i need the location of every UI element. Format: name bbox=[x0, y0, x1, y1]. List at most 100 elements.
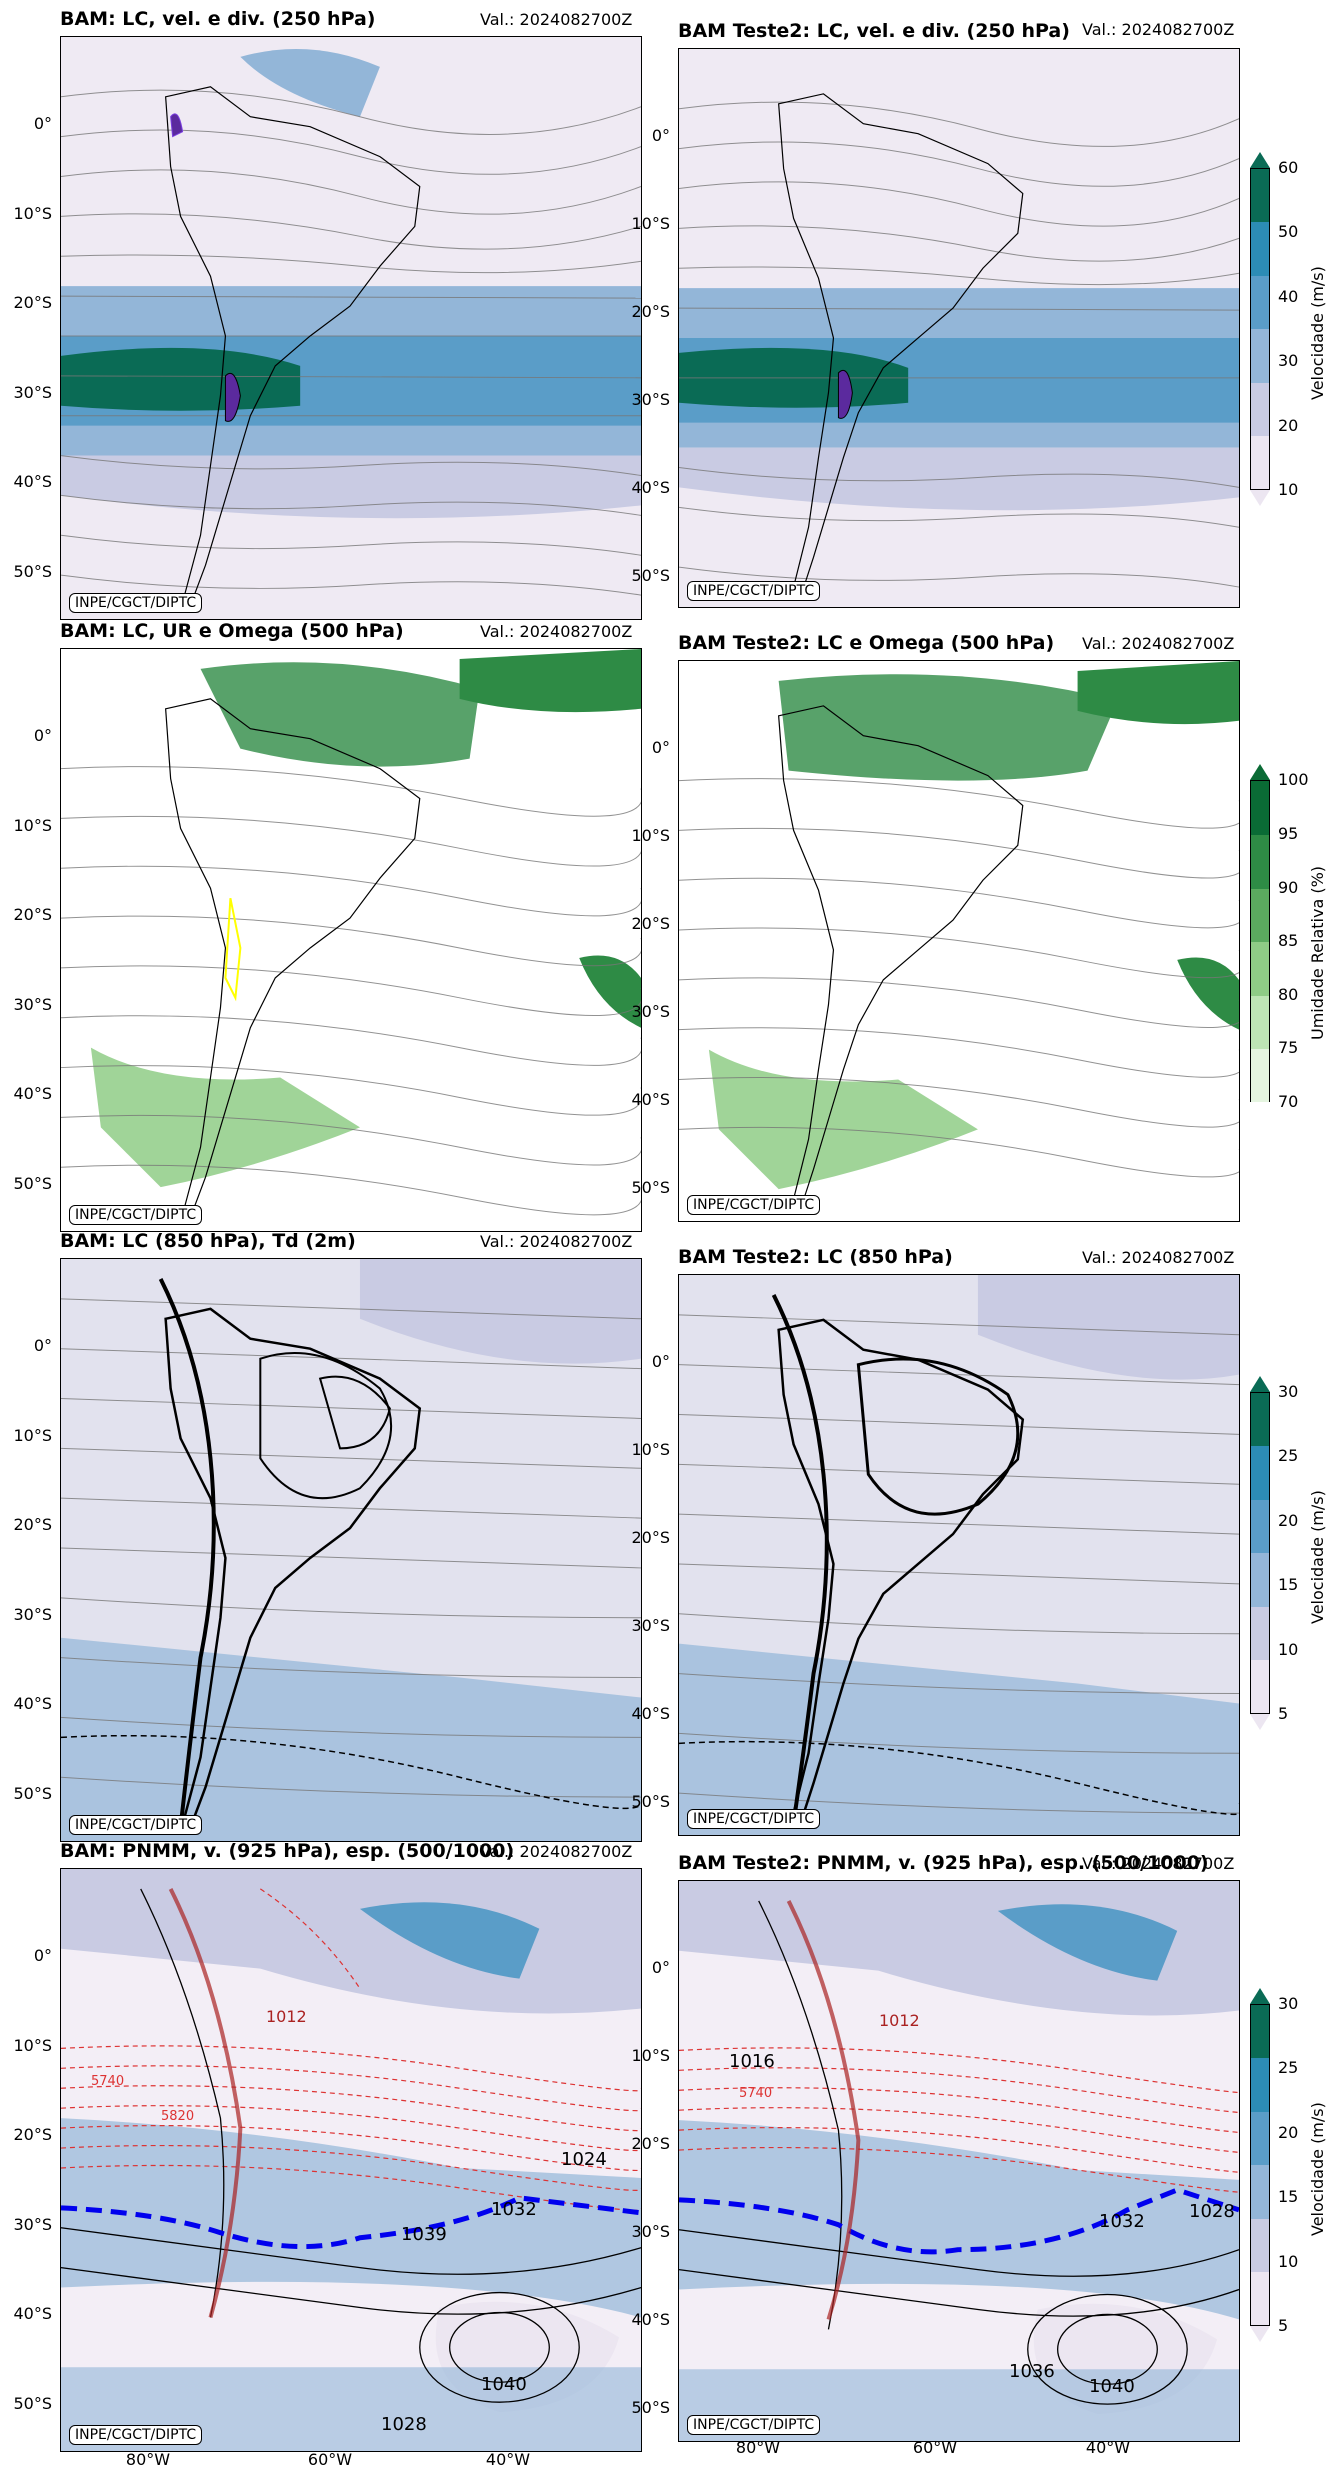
latitude-label: 50°S bbox=[631, 2398, 670, 2417]
credit-label: INPE/CGCT/DIPTC bbox=[687, 1809, 821, 1829]
isobar-label: 1040 bbox=[1089, 2376, 1135, 2397]
colorbar-label: Velocidade (m/s) bbox=[1308, 1490, 1327, 1624]
colorbar-tick: 25 bbox=[1278, 2058, 1299, 2077]
map-graphic bbox=[61, 37, 641, 619]
isobar-label: 5740 bbox=[739, 2086, 773, 2101]
map-graphic bbox=[679, 1881, 1239, 2441]
colorbar-extend-max bbox=[1250, 152, 1270, 168]
latitude-label: 0° bbox=[33, 1946, 52, 1965]
latitude-label: 50°S bbox=[13, 1173, 52, 1193]
latitude-label: 10°S bbox=[13, 815, 52, 835]
latitude-label: 0° bbox=[651, 738, 670, 757]
colorbar-velocity-250 bbox=[1250, 168, 1270, 490]
latitude-label: 30°S bbox=[631, 1002, 670, 1021]
isobar-label: 1040 bbox=[481, 2374, 527, 2395]
colorbar-tick: 90 bbox=[1278, 878, 1299, 897]
longitude-label: 80°W bbox=[125, 2450, 171, 2469]
latitude-label: 10°S bbox=[631, 2046, 670, 2065]
colorbar-tick: 80 bbox=[1278, 985, 1299, 1004]
latitude-label: 0° bbox=[651, 1958, 670, 1977]
colorbar-extend-max bbox=[1250, 1988, 1270, 2004]
colorbar-extend-max bbox=[1250, 764, 1270, 780]
latitude-label: 40°S bbox=[631, 2310, 670, 2329]
isobar-label: 1028 bbox=[1189, 2201, 1235, 2222]
isobar-label: 1032 bbox=[1099, 2211, 1145, 2232]
colorbar-label: Velocidade (m/s) bbox=[1308, 266, 1327, 400]
colorbar-tick: 95 bbox=[1278, 824, 1299, 843]
map-panel-250hpa-teste2: INPE/CGCT/DIPTC bbox=[678, 48, 1240, 608]
credit-label: INPE/CGCT/DIPTC bbox=[687, 581, 821, 601]
latitude-label: 50°S bbox=[13, 561, 52, 581]
colorbar-tick: 20 bbox=[1278, 1511, 1299, 1530]
map-panel-850hpa-bam: INPE/CGCT/DIPTC bbox=[60, 1258, 642, 1842]
latitude-label: 10°S bbox=[631, 1440, 670, 1459]
colorbar-tick: 20 bbox=[1278, 416, 1299, 435]
map-panel-500hpa-teste2: INPE/CGCT/DIPTC bbox=[678, 660, 1240, 1222]
colorbar-extend-max bbox=[1250, 1376, 1270, 1392]
colorbar-tick: 25 bbox=[1278, 1446, 1299, 1465]
isobar-label: 1032 bbox=[491, 2199, 537, 2220]
map-panel-850hpa-teste2: INPE/CGCT/DIPTC bbox=[678, 1274, 1240, 1836]
latitude-label: 10°S bbox=[631, 826, 670, 845]
panel-valid-7: Val.: 2024082700Z bbox=[480, 1842, 633, 1861]
map-panel-pnmm-teste2: 1012 1016 5740 1032 1028 1036 1040 INPE/… bbox=[678, 1880, 1240, 2442]
latitude-label: 0° bbox=[33, 726, 52, 745]
isobar-label: 1028 bbox=[381, 2414, 427, 2435]
longitude-label: 40°W bbox=[1085, 2438, 1131, 2457]
panel-valid-6: Val.: 2024082700Z bbox=[1082, 1248, 1235, 1267]
colorbar-tick: 5 bbox=[1278, 1704, 1289, 1723]
panel-valid-4: Val.: 2024082700Z bbox=[1082, 634, 1235, 653]
latitude-label: 20°S bbox=[13, 1515, 52, 1534]
latitude-label: 40°S bbox=[13, 472, 52, 491]
panel-title-4: BAM Teste2: LC e Omega (500 hPa) bbox=[678, 632, 1055, 654]
latitude-label: 40°S bbox=[13, 2304, 52, 2323]
latitude-label: 10°S bbox=[13, 1425, 52, 1445]
panel-valid-2: Val.: 2024082700Z bbox=[1082, 20, 1235, 39]
latitude-label: 30°S bbox=[631, 390, 670, 409]
longitude-label: 60°W bbox=[307, 2450, 353, 2469]
latitude-label: 40°S bbox=[631, 478, 670, 497]
latitude-label: 30°S bbox=[631, 2222, 670, 2241]
latitude-label: 30°S bbox=[13, 1604, 52, 1624]
latitude-label: 50°S bbox=[631, 1792, 670, 1811]
latitude-label: 40°S bbox=[631, 1090, 670, 1109]
colorbar-velocity-850 bbox=[1250, 1392, 1270, 1714]
panel-valid-5: Val.: 2024082700Z bbox=[480, 1232, 633, 1251]
panel-valid-1: Val.: 2024082700Z bbox=[480, 10, 633, 29]
colorbar-extend-min bbox=[1250, 1102, 1270, 1118]
colorbar-humidity-500 bbox=[1250, 780, 1270, 1103]
credit-label: INPE/CGCT/DIPTC bbox=[69, 593, 203, 613]
latitude-label: 30°S bbox=[13, 994, 52, 1014]
map-graphic bbox=[61, 1259, 641, 1841]
panel-valid-8: Val.: 2024082700Z bbox=[1082, 1854, 1235, 1873]
isobar-label: 5740 bbox=[91, 2074, 125, 2089]
colorbar-tick: 50 bbox=[1278, 222, 1299, 241]
colorbar-tick: 40 bbox=[1278, 287, 1299, 306]
longitude-label: 80°W bbox=[735, 2438, 781, 2457]
latitude-label: 0° bbox=[651, 1352, 670, 1371]
credit-label: INPE/CGCT/DIPTC bbox=[687, 1195, 821, 1215]
latitude-label: 0° bbox=[33, 114, 52, 133]
map-panel-250hpa-bam: INPE/CGCT/DIPTC bbox=[60, 36, 642, 620]
credit-label: INPE/CGCT/DIPTC bbox=[69, 2425, 203, 2445]
latitude-label: 20°S bbox=[631, 1528, 670, 1547]
colorbar-tick: 30 bbox=[1278, 1382, 1299, 1401]
colorbar-tick: 30 bbox=[1278, 351, 1299, 370]
colorbar-tick: 70 bbox=[1278, 1092, 1299, 1111]
latitude-label: 0° bbox=[651, 126, 670, 145]
panel-title-6: BAM Teste2: LC (850 hPa) bbox=[678, 1246, 953, 1268]
colorbar-tick: 20 bbox=[1278, 2123, 1299, 2142]
map-panel-500hpa-bam: INPE/CGCT/DIPTC bbox=[60, 648, 642, 1232]
colorbar-velocity-925 bbox=[1250, 2004, 1270, 2326]
colorbar-tick: 85 bbox=[1278, 931, 1299, 950]
latitude-label: 20°S bbox=[631, 302, 670, 321]
colorbar-tick: 15 bbox=[1278, 2187, 1299, 2206]
latitude-label: 20°S bbox=[13, 905, 52, 924]
credit-label: INPE/CGCT/DIPTC bbox=[69, 1815, 203, 1835]
latitude-label: 50°S bbox=[13, 1783, 52, 1803]
longitude-label: 60°W bbox=[912, 2438, 958, 2457]
latitude-label: 10°S bbox=[13, 203, 52, 223]
colorbar-tick: 10 bbox=[1278, 2252, 1299, 2271]
latitude-label: 30°S bbox=[631, 1616, 670, 1635]
colorbar-tick: 30 bbox=[1278, 1994, 1299, 2013]
